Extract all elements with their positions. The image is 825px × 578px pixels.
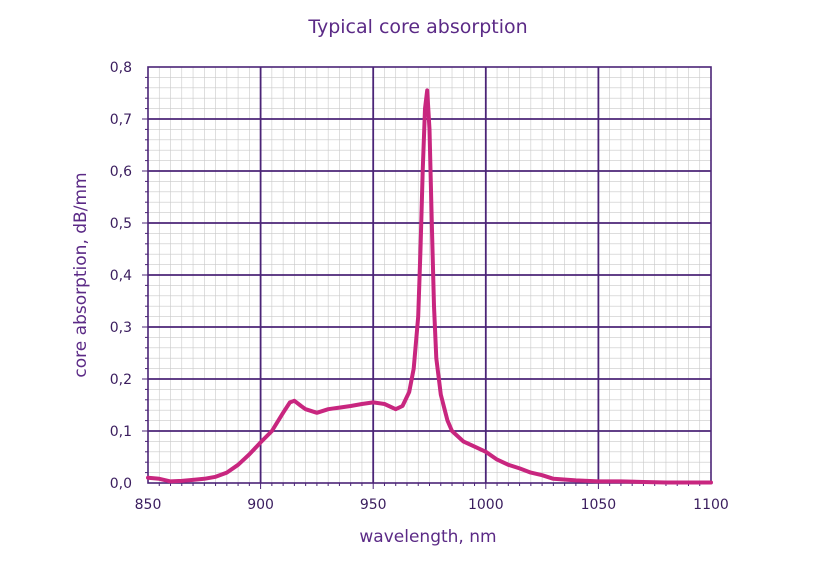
x-tick-label: 900 [247,497,274,513]
x-tick-label: 950 [360,497,387,513]
chart-title: Typical core absorption [307,16,527,38]
y-tick-label: 0,2 [110,372,132,388]
axis-ticks [142,76,701,489]
y-tick-label: 0,0 [110,476,132,492]
y-tick-label: 0,5 [110,216,132,232]
y-tick-label: 0,1 [110,424,132,440]
x-tick-label: 1000 [468,497,504,513]
x-tick-label: 1050 [581,497,617,513]
y-tick-label: 0,4 [110,268,132,284]
x-tick-label: 850 [135,497,162,513]
x-tick-label: 1100 [693,497,729,513]
y-tick-label: 0,3 [110,320,132,336]
x-axis-label: wavelength, nm [359,527,496,547]
y-axis-label: core absorption, dB/mm [71,172,91,377]
y-tick-label: 0,7 [110,112,132,128]
y-tick-labels: 0,0 0,1 0,2 0,3 0,4 0,5 0,6 0,7 0,8 [110,60,132,492]
y-tick-label: 0,8 [110,60,132,76]
x-tick-labels: 850 900 950 1000 1050 1100 [135,497,729,513]
y-tick-label: 0,6 [110,164,132,180]
absorption-series-line [146,88,713,485]
